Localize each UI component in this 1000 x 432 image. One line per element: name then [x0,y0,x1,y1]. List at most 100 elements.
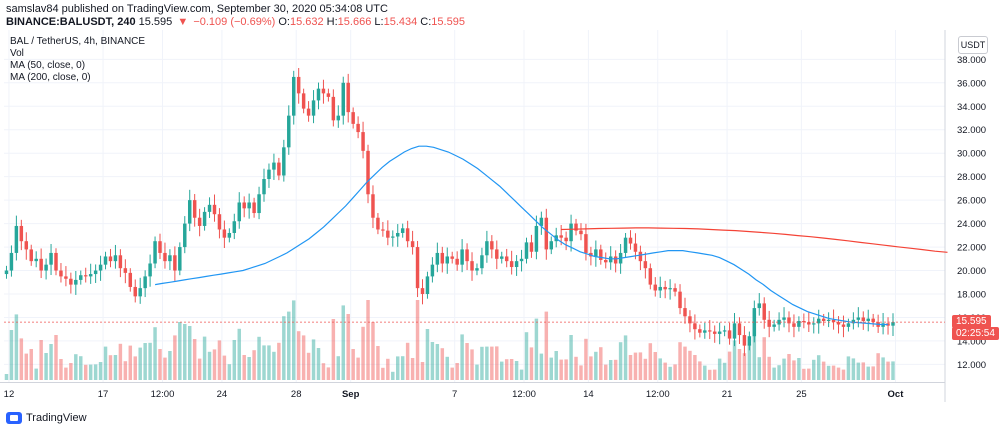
candle-body [653,284,658,291]
candle-body [133,286,137,297]
volume-bar [589,356,593,380]
x-tick-label: Sep [342,389,360,400]
volume-bar [460,334,464,380]
volume-bar [752,311,757,380]
candle-body [39,258,43,271]
volume-bar [495,346,499,380]
volume-bar [549,357,553,380]
candle-body [306,108,311,116]
candle-body [252,202,256,214]
high-label: H: [326,16,338,28]
close-value: 15.595 [431,16,465,28]
volume-bar [108,355,113,380]
volume-bar [613,359,618,380]
candle-body [480,255,484,269]
candle-body [74,279,78,285]
legend-ma200: MA (200, close, 0) [10,72,91,83]
candle-body [772,324,776,327]
volume-bar [252,350,256,380]
ma200-line [561,227,948,253]
volume-bar [217,340,222,380]
volume-bar [207,351,212,380]
candle-body [346,82,350,113]
volume-bar [485,346,489,380]
candle-body [782,317,786,320]
volume-bar [272,351,276,380]
candle-body [415,247,420,289]
candle-body [173,255,177,271]
candle-body [440,252,445,264]
candle-body [524,242,529,259]
legend-ma50: MA (50, close, 0) [10,60,86,71]
candle-body [826,319,831,321]
candle-body [54,252,58,271]
volume-bar [192,339,197,380]
volume-bar [39,340,43,380]
candle-body [356,123,360,133]
volume-bar [638,352,643,380]
open-label: O: [278,16,290,28]
price-chart[interactable]: 12.00014.00016.00018.00020.00022.00024.0… [0,30,1000,402]
volume-bar [118,343,123,380]
candle-body [163,252,167,262]
x-tick-label: Oct [888,389,905,400]
y-tick-label: 30.000 [957,149,986,160]
chart-area[interactable]: 12.00014.00016.00018.00020.00022.00024.0… [0,30,1000,402]
candle-body [59,270,63,277]
candle-body [425,276,430,294]
candle-body [841,324,846,327]
volume-bar [153,327,157,380]
candle-body [29,249,33,262]
candle-body [69,278,73,285]
volume-bar [509,359,514,380]
candle-body [153,241,157,264]
candle-body [118,255,123,269]
volume-bar [831,365,836,380]
low-label: L: [374,16,384,28]
x-tick-label: 14 [583,389,594,400]
candle-body [529,242,534,252]
volume-bar [504,359,509,380]
candle-body [727,330,732,339]
volume-bar [277,342,281,380]
candle-body [797,320,801,327]
volume-bar [841,369,846,380]
candle-body [757,303,762,309]
candle-body [217,214,222,230]
volume-bar [708,369,712,380]
candle-body [564,237,568,242]
volume-bar [737,349,742,380]
y-tick-label: 34.000 [957,102,986,113]
candle-body [698,329,702,333]
candle-body [777,319,781,325]
candle-body [579,230,583,235]
tradingview-logo[interactable]: TradingView [6,412,87,424]
volume-bar [876,353,880,380]
volume-bar [668,366,672,380]
close-label: C: [420,16,432,28]
currency-button[interactable]: USDT [958,36,988,54]
candle-body [851,319,856,324]
volume-bar [49,344,53,380]
candle-body [291,76,296,116]
candle-body [599,249,603,260]
candle-body [128,272,133,287]
candle-body [197,217,202,226]
candle-body [361,132,365,151]
volume-bar [856,362,861,380]
candle-body [708,330,712,332]
candle-body [138,288,142,297]
volume-bar [574,356,578,380]
volume-bar [163,357,167,380]
candle-body [539,217,544,226]
volume-bar [113,355,118,380]
candle-body [227,232,232,238]
candle-body [79,275,83,280]
candle-body [301,93,306,109]
volume-bar [767,356,771,380]
y-tick-label: 38.000 [957,55,986,66]
volume-bar [490,346,494,380]
volume-bar [168,351,172,380]
x-tick-label: 12:00 [512,389,536,400]
candle-body [396,232,400,237]
